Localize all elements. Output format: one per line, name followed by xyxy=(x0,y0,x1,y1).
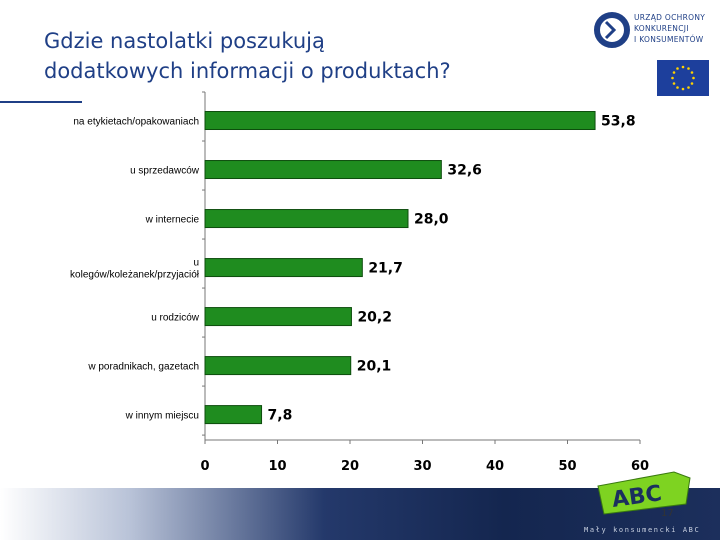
data-label: 21,7 xyxy=(368,261,403,277)
data-label: 20,2 xyxy=(357,310,392,326)
data-label: 20,1 xyxy=(357,359,392,375)
bar xyxy=(204,258,363,278)
category-label: w poradnikach, gazetach xyxy=(87,362,199,373)
eu-flag-icon xyxy=(657,60,709,96)
page-number: 17 xyxy=(661,508,674,519)
title-underline xyxy=(0,101,82,103)
category-label: u rodziców xyxy=(151,313,200,324)
page-title: Gdzie nastolatki poszukują dodatkowych i… xyxy=(44,26,451,86)
abc-badge: ABC xyxy=(594,468,694,516)
uokik-logo: URZĄD OCHRONY KONKURENCJI I KONSUMENTÓW xyxy=(592,10,712,52)
data-label: 53,8 xyxy=(601,114,636,130)
category-label: w internecie xyxy=(145,215,200,226)
title-line-2: dodatkowych informacji o produktach? xyxy=(44,59,451,83)
bar xyxy=(204,209,409,229)
data-label: 32,6 xyxy=(447,163,482,179)
bar xyxy=(204,405,263,425)
title-line-1: Gdzie nastolatki poszukują xyxy=(44,29,325,53)
x-tick-label: 60 xyxy=(631,459,649,474)
data-label: 7,8 xyxy=(268,408,293,424)
x-tick-label: 10 xyxy=(268,459,286,474)
x-tick-label: 20 xyxy=(341,459,359,474)
x-tick-label: 50 xyxy=(558,459,576,474)
data-label: 28,0 xyxy=(414,212,449,228)
bar xyxy=(204,356,352,376)
x-tick-label: 30 xyxy=(413,459,431,474)
footer-caption: Mały konsumencki ABC xyxy=(584,526,701,534)
category-label: w innym miejscu xyxy=(125,411,199,422)
bar-chart: 0 10 20 30 40 50 60 na etykietach/opakowaniach… xyxy=(70,91,649,474)
bar xyxy=(204,160,442,180)
logo-line-2: KONKURENCJI xyxy=(634,24,689,33)
x-tick-label: 0 xyxy=(200,459,209,474)
bar xyxy=(204,111,596,131)
uokik-logo-icon xyxy=(594,12,630,48)
category-label: u kolegów/koleżanek/przyjaciół xyxy=(70,258,200,281)
logo-line-3: I KONSUMENTÓW xyxy=(634,35,704,44)
category-label: u sprzedawców xyxy=(130,166,200,177)
uokik-logo-text: URZĄD OCHRONY KONKURENCJI I KONSUMENTÓW xyxy=(634,12,705,45)
category-label: na etykietach/opakowaniach xyxy=(73,117,199,128)
logo-line-1: URZĄD OCHRONY xyxy=(634,13,706,22)
x-tick-label: 40 xyxy=(486,459,504,474)
bar xyxy=(204,307,352,327)
